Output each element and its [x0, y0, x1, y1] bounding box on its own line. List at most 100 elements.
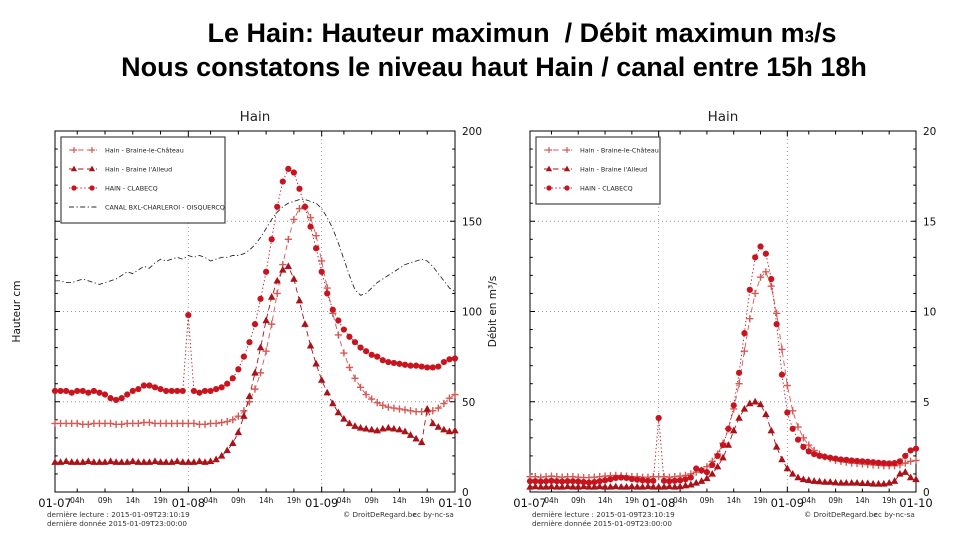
triangle-marker [869, 479, 877, 487]
plus-marker [384, 403, 392, 411]
triangle-marker [805, 476, 813, 483]
x-tick-label: 19h [625, 496, 640, 505]
y-tick-label: 200 [462, 126, 482, 138]
chart-title: Hain [240, 109, 271, 125]
triangle-marker [73, 458, 81, 465]
x-tick-label: 09h [700, 496, 715, 505]
circle-marker [859, 458, 866, 465]
triangle-marker [301, 320, 309, 327]
triangle-marker [821, 478, 829, 485]
triangle-marker [617, 482, 625, 490]
plus-marker [440, 399, 448, 408]
circle-marker [666, 478, 673, 485]
circle-marker [51, 387, 59, 395]
circle-marker [107, 395, 114, 402]
triangle-marker [569, 482, 577, 490]
circle-marker [307, 223, 314, 230]
circle-marker [725, 425, 732, 432]
x-tick-label: 19h [420, 496, 435, 505]
x-tick-label: 04h [70, 496, 85, 505]
triangle-marker [906, 473, 915, 481]
triangle-marker [212, 455, 220, 463]
circle-marker [335, 317, 342, 324]
circle-marker [140, 382, 147, 389]
triangle-marker [162, 458, 170, 465]
plus-marker [390, 404, 398, 412]
plus-marker [268, 320, 276, 328]
plus-marker [84, 420, 92, 428]
circle-marker [57, 387, 64, 395]
y-axis-label: Hauteur cm [11, 281, 23, 343]
plus-marker [251, 385, 259, 393]
plus-marker [145, 418, 154, 427]
plus-marker [118, 420, 126, 428]
series-canal-bxl-charleroi-oisquercq [55, 199, 456, 296]
circle-marker [564, 185, 570, 191]
triangle-marker [112, 458, 120, 465]
x-tick-label: 14h [392, 496, 407, 505]
circle-marker [285, 165, 292, 173]
x-tick-label: 19h [882, 496, 897, 505]
triangle-marker [756, 400, 765, 408]
circle-marker [843, 456, 850, 463]
circle-marker [279, 178, 286, 185]
triangle-marker [767, 426, 775, 434]
plus-marker [406, 407, 415, 415]
circle-marker [853, 457, 861, 465]
circle-marker [870, 459, 877, 466]
plus-marker [373, 399, 381, 407]
slide-title: Le Hain: Hauteur maximun / Débit maximun… [0, 18, 960, 83]
circle-marker [324, 290, 331, 297]
triangle-marker [842, 478, 851, 486]
triangle-marker [84, 457, 93, 465]
plus-marker [789, 407, 797, 415]
circle-marker [151, 384, 159, 391]
circle-marker [789, 425, 796, 432]
copyright-text: © DroitDeRegard.be [343, 510, 417, 519]
circle-marker [703, 469, 711, 476]
circle-marker [224, 380, 231, 387]
x-tick-label: 01-07 [38, 496, 71, 510]
triangle-marker [831, 478, 840, 486]
triangle-marker [864, 479, 872, 487]
triangle-marker [317, 376, 326, 383]
circle-marker [848, 457, 855, 464]
x-tick-label: 04h [802, 496, 817, 505]
plus-marker [751, 289, 759, 298]
triangle-marker [334, 408, 343, 416]
circle-marker [752, 254, 759, 261]
triangle-marker [295, 296, 304, 304]
circle-marker [340, 326, 347, 333]
x-tick-label: 04h [673, 496, 688, 505]
circle-marker [655, 414, 662, 422]
circle-marker [907, 447, 914, 454]
circle-marker [451, 355, 459, 362]
circle-marker [346, 333, 353, 340]
circle-marker [85, 389, 92, 396]
triangle-marker [367, 425, 376, 433]
plus-marker [262, 347, 270, 355]
circle-marker [118, 395, 125, 402]
triangle-marker [665, 482, 674, 490]
x-tick-label: 01-10 [438, 496, 471, 510]
circle-marker [318, 268, 325, 275]
triangle-marker [245, 392, 254, 400]
chart-title: Hain [708, 109, 739, 125]
triangle-marker [676, 482, 684, 490]
triangle-marker [201, 458, 209, 465]
legend: Hain - Braine-le-Château Hain - Braine l'… [60, 136, 226, 224]
plus-marker [218, 418, 226, 427]
legend-label: Hain - Braine-le-Château [580, 146, 659, 154]
plus-marker [783, 381, 791, 390]
y-tick-label: 20 [923, 126, 936, 138]
triangle-marker [719, 453, 727, 461]
triangle-marker [537, 482, 545, 490]
plus-marker [379, 401, 387, 409]
circle-marker [296, 185, 303, 192]
circle-marker [546, 185, 552, 191]
triangle-marker [167, 458, 176, 465]
triangle-marker [579, 482, 588, 490]
